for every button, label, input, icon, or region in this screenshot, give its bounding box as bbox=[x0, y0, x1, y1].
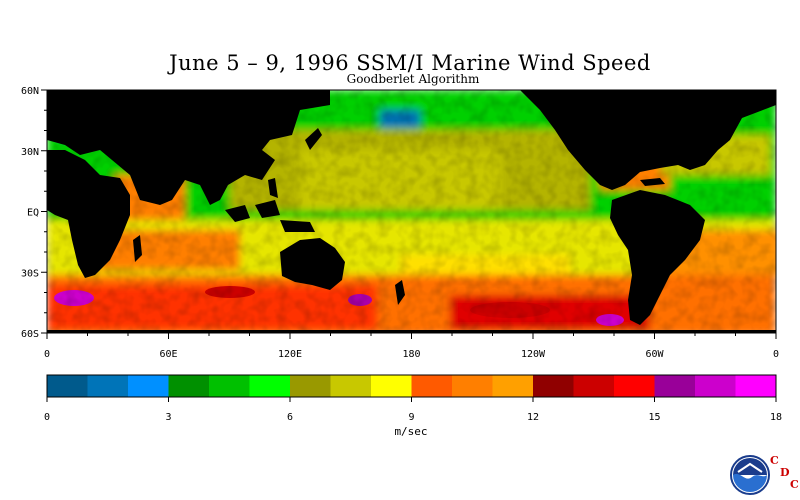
lon-label: 60E bbox=[159, 349, 177, 360]
lat-label: 60S bbox=[21, 329, 39, 340]
colorbar-tick-label: 0 bbox=[44, 412, 50, 423]
lon-label: 120E bbox=[278, 349, 302, 360]
colorbar-tick-label: 6 bbox=[287, 412, 293, 423]
lat-label: 30S bbox=[21, 268, 39, 279]
noaa-logo-icon bbox=[730, 455, 770, 495]
lon-label: 0 bbox=[773, 349, 779, 360]
colorbar-swatch bbox=[614, 375, 655, 397]
colorbar-swatch bbox=[533, 375, 574, 397]
colorbar-ticks: 0 3 6 9 12 15 18 bbox=[44, 397, 782, 423]
colorbar-swatch bbox=[249, 375, 291, 397]
lat-label: 30N bbox=[21, 147, 39, 158]
colorbar-swatch bbox=[654, 375, 696, 397]
map-subtitle: Goodberlet Algorithm bbox=[346, 72, 480, 86]
colorbar-swatch bbox=[330, 375, 372, 397]
colorbar-swatch bbox=[47, 375, 88, 397]
lon-label: 60W bbox=[645, 349, 664, 360]
colorbar-swatch bbox=[290, 375, 331, 397]
cdc-letters: C D C bbox=[768, 454, 800, 494]
colorbar-swatch bbox=[411, 375, 453, 397]
longitude-axis: 0 60E 120E 180 120W 60W 0 bbox=[44, 333, 779, 360]
cdc-letter-c2: C bbox=[790, 478, 799, 491]
map-title: June 5 – 9, 1996 SSM/I Marine Wind Speed bbox=[169, 51, 651, 75]
colorbar-swatch bbox=[452, 375, 493, 397]
colorbar-swatch bbox=[371, 375, 412, 397]
colorbar-swatch bbox=[209, 375, 250, 397]
lon-label: 120W bbox=[521, 349, 546, 360]
lat-label: EQ bbox=[27, 208, 39, 219]
colorbar-tick-label: 15 bbox=[648, 412, 660, 423]
lon-label: 180 bbox=[402, 349, 420, 360]
colorbar-tick-label: 3 bbox=[165, 412, 171, 423]
latitude-axis: 60N 30N EQ 30S 60S bbox=[21, 86, 47, 340]
colorbar-tick-label: 12 bbox=[527, 412, 539, 423]
colorbar-tick-label: 9 bbox=[408, 412, 414, 423]
colorbar-swatch bbox=[492, 375, 534, 397]
map-plot-area bbox=[47, 90, 776, 333]
colorbar-swatch bbox=[128, 375, 169, 397]
colorbar-swatch bbox=[573, 375, 615, 397]
colorbar-swatch bbox=[695, 375, 736, 397]
colorbar-tick-label: 18 bbox=[770, 412, 782, 423]
colorbar-units: m/sec bbox=[394, 425, 428, 438]
colorbar bbox=[46, 374, 777, 398]
cdc-letter-c1: C bbox=[770, 454, 779, 467]
land-masses bbox=[47, 90, 776, 333]
cdc-letter-d: D bbox=[780, 466, 790, 479]
colorbar-swatch bbox=[735, 375, 777, 397]
lon-label: 0 bbox=[44, 349, 50, 360]
colorbar-swatch bbox=[87, 375, 129, 397]
colorbar-swatch bbox=[168, 375, 210, 397]
lat-label: 60N bbox=[21, 86, 39, 97]
